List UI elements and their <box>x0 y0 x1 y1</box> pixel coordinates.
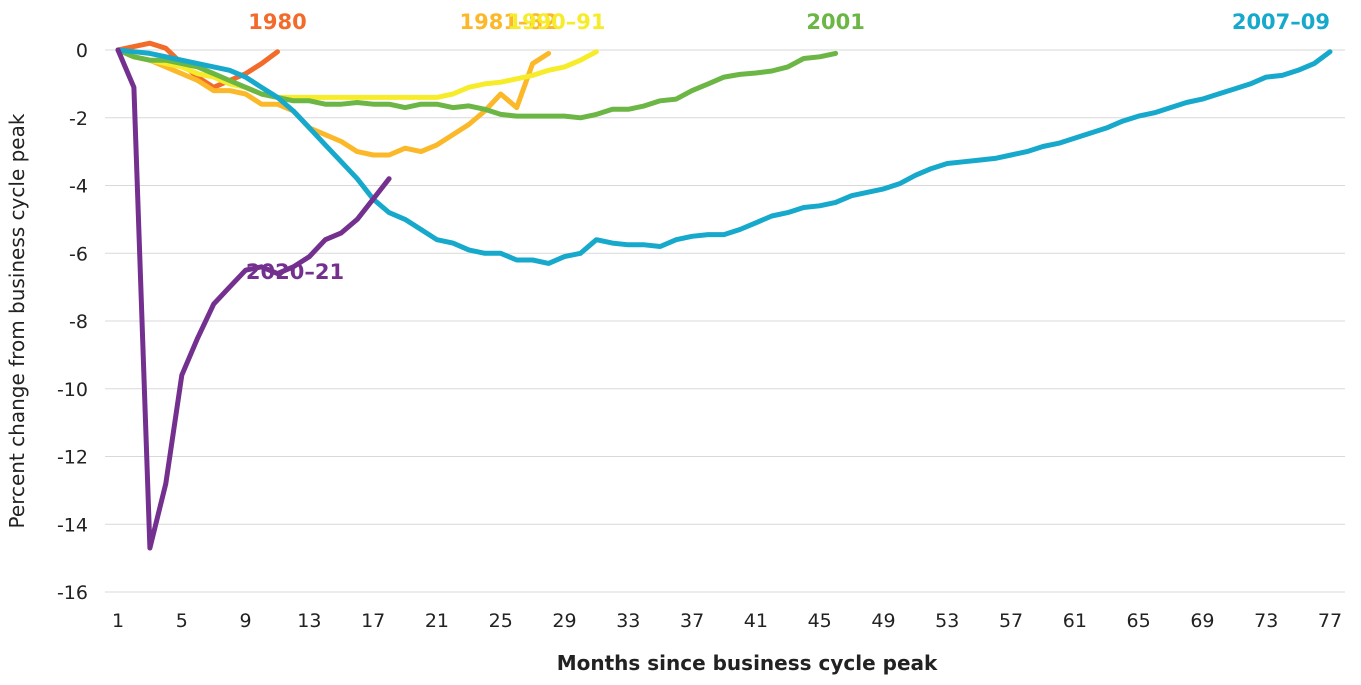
y-tick-label: -10 <box>57 379 88 401</box>
x-tick-label: 57 <box>999 610 1023 632</box>
y-axis-title: Percent change from business cycle peak <box>5 113 29 528</box>
series-line <box>115 47 1333 266</box>
x-tick-label: 49 <box>871 610 895 632</box>
x-tick-label: 1 <box>112 610 124 632</box>
series-line <box>115 47 552 158</box>
x-tick-label: 61 <box>1063 610 1087 632</box>
x-tick-label: 33 <box>616 610 640 632</box>
series-line <box>115 47 839 121</box>
x-axis-title: Months since business cycle peak <box>557 651 938 675</box>
series-label: 2007–09 <box>1232 10 1330 34</box>
x-tick-label: 29 <box>552 610 576 632</box>
series-line <box>115 40 280 90</box>
x-tick-label: 37 <box>680 610 704 632</box>
series-label: 2020–21 <box>246 260 344 284</box>
x-tick-label: 45 <box>808 610 832 632</box>
y-tick-label: -6 <box>69 243 88 265</box>
series-label: 2001 <box>806 10 864 34</box>
y-tick-label: -4 <box>69 176 88 198</box>
x-tick-label: 13 <box>297 610 321 632</box>
y-tick-label: -12 <box>57 447 88 469</box>
x-tick-label: 73 <box>1254 610 1278 632</box>
series-label: 1980 <box>248 10 306 34</box>
series-line <box>115 47 599 100</box>
series-line <box>115 47 392 551</box>
y-tick-label: -8 <box>69 311 88 333</box>
x-tick-label: 53 <box>935 610 959 632</box>
y-tick-label: -14 <box>57 514 88 536</box>
y-tick-label: -16 <box>57 582 88 604</box>
x-tick-label: 77 <box>1318 610 1342 632</box>
x-tick-label: 9 <box>240 610 252 632</box>
x-tick-label: 17 <box>361 610 385 632</box>
x-tick-label: 69 <box>1190 610 1214 632</box>
x-tick-label: 25 <box>489 610 513 632</box>
x-tick-label: 65 <box>1127 610 1151 632</box>
x-tick-label: 21 <box>425 610 449 632</box>
series-label: 1990–91 <box>507 10 605 34</box>
x-tick-label: 5 <box>176 610 188 632</box>
y-tick-label: -2 <box>69 108 88 130</box>
x-tick-label: 41 <box>744 610 768 632</box>
series-label: 1981–82 <box>459 10 557 34</box>
y-tick-label: 0 <box>76 40 88 62</box>
